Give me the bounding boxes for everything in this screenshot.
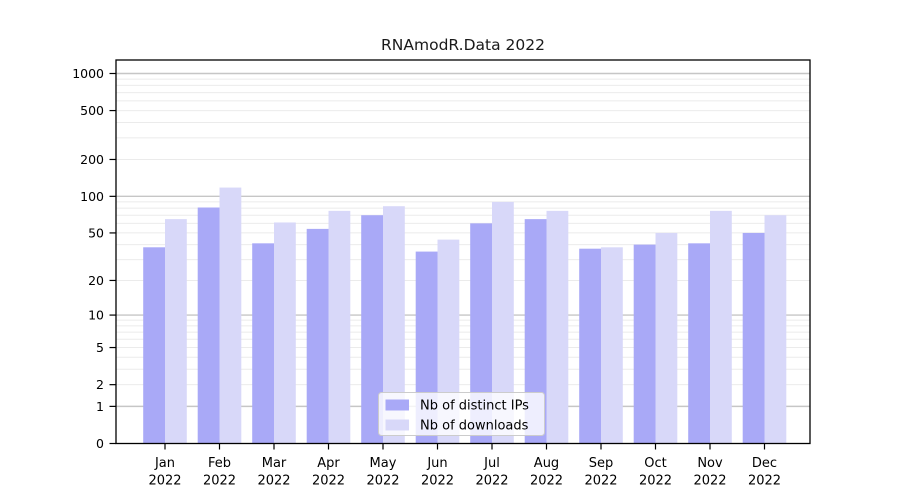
x-tick-label-year: 2022 — [421, 474, 454, 489]
x-tick-label-month: Dec — [752, 456, 777, 471]
bar-downloads-sep — [601, 247, 623, 444]
x-tick-label-year: 2022 — [203, 474, 236, 489]
x-tick-label-year: 2022 — [584, 474, 617, 489]
bar-distinct-ips-may — [361, 215, 383, 444]
axes-spines — [115, 59, 811, 445]
y-tick-label: 20 — [88, 273, 104, 288]
y-tick-label: 100 — [80, 189, 104, 204]
bar-distinct-ips-sep — [579, 248, 601, 444]
bar-distinct-ips-nov — [688, 243, 710, 444]
x-tick-label-month: Apr — [317, 456, 340, 471]
x-tick-label-year: 2022 — [257, 474, 290, 489]
bar-distinct-ips-dec — [742, 232, 765, 444]
x-tick-label-month: Feb — [208, 456, 231, 471]
x-tick-label-year: 2022 — [148, 474, 181, 489]
x-tick-label-month: Jan — [154, 456, 175, 471]
x-tick-label-year: 2022 — [312, 474, 345, 489]
y-tick-label: 1000 — [72, 66, 104, 81]
x-tick-label-month: Nov — [697, 456, 723, 471]
bar-distinct-ips-jan — [143, 247, 165, 444]
bar-distinct-ips-jul — [470, 223, 492, 444]
y-tick-label: 500 — [80, 103, 104, 118]
x-tick-label-month: Jun — [426, 456, 447, 471]
bar-downloads-apr — [328, 210, 351, 444]
y-tick-label: 200 — [80, 152, 104, 167]
x-tick-label-month: Aug — [534, 456, 559, 471]
y-tick-label: 1 — [96, 399, 104, 414]
legend-box — [378, 392, 545, 436]
bar-downloads-oct — [655, 232, 678, 444]
x-tick-label-year: 2022 — [475, 474, 508, 489]
bar-distinct-ips-mar — [252, 243, 274, 444]
legend-label: Nb of downloads — [420, 419, 529, 434]
x-tick-label-month: Oct — [644, 456, 666, 471]
y-tick-label: 5 — [96, 340, 104, 355]
bar-distinct-ips-aug — [524, 219, 547, 444]
chart-title: RNAmodR.Data 2022 — [381, 36, 545, 54]
y-tick-label: 10 — [88, 308, 104, 323]
x-tick-label-year: 2022 — [748, 474, 781, 489]
bar-downloads-dec — [764, 215, 787, 444]
bar-downloads-jul — [492, 201, 514, 444]
bar-downloads-aug — [546, 210, 569, 444]
bar-downloads-nov — [710, 210, 732, 444]
legend-swatch — [385, 399, 409, 411]
legend-swatch — [385, 419, 409, 431]
x-tick-label-year: 2022 — [639, 474, 672, 489]
x-tick-label-month: May — [370, 456, 397, 471]
y-tick-label: 2 — [96, 377, 104, 392]
bar-downloads-jan — [165, 219, 187, 444]
y-tick-label: 50 — [88, 225, 104, 240]
bar-distinct-ips-oct — [633, 244, 656, 444]
x-tick-label-year: 2022 — [693, 474, 726, 489]
bar-downloads-may — [383, 206, 405, 444]
x-tick-label-month: Jul — [483, 456, 500, 471]
bar-distinct-ips-feb — [197, 207, 220, 444]
bar-distinct-ips-apr — [306, 228, 329, 444]
bar-downloads-feb — [219, 187, 242, 444]
x-tick-label-year: 2022 — [366, 474, 399, 489]
legend-label: Nb of distinct IPs — [420, 399, 529, 414]
x-tick-label-month: Sep — [589, 456, 614, 471]
bar-downloads-mar — [274, 222, 296, 444]
x-tick-label-year: 2022 — [530, 474, 563, 489]
y-tick-label: 0 — [96, 436, 104, 451]
x-tick-label-month: Mar — [262, 456, 287, 471]
